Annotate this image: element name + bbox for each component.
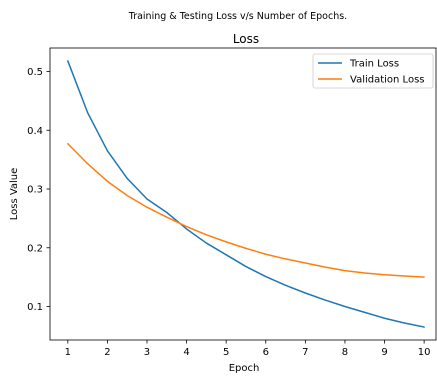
plot-area: [49, 47, 437, 341]
legend-label-validation-loss: Validation Loss: [350, 75, 425, 86]
x-tick-label: 2: [104, 347, 110, 358]
x-tick-label: 8: [342, 347, 348, 358]
x-tick-label: 7: [302, 347, 308, 358]
x-tick-label: 9: [381, 347, 387, 358]
y-tick-label: 0.3: [27, 185, 43, 196]
x-tick-label: 5: [223, 347, 229, 358]
legend-box: [312, 53, 434, 89]
plot-frame: [49, 47, 437, 341]
y-tick-label: 0.1: [27, 302, 43, 313]
figure-suptitle: Training & Testing Loss v/s Number of Ep…: [128, 11, 347, 22]
y-tick-label: 0.5: [27, 67, 43, 78]
y-tick-label: 0.4: [27, 126, 43, 137]
y-axis: 0.1 0.2 0.3 0.4 0.5: [27, 67, 50, 313]
series-layer: [67, 60, 425, 328]
y-axis-label: Loss Value: [9, 168, 20, 221]
x-tick-label: 3: [144, 347, 150, 358]
series-line-validation-loss: [67, 143, 425, 278]
x-tick-label: 10: [418, 347, 431, 358]
x-tick-label: 6: [263, 347, 269, 358]
legend-label-train-loss: Train Loss: [349, 59, 399, 70]
x-tick-label: 4: [183, 347, 189, 358]
x-axis-label: Epoch: [229, 363, 260, 374]
x-tick-label: 1: [65, 347, 71, 358]
legend: Train Loss Validation Loss: [312, 53, 434, 89]
chart-title: Loss: [233, 32, 259, 46]
x-axis: 1 2 3 4 5 6 7 8 9 10: [65, 340, 431, 358]
y-tick-label: 0.2: [27, 243, 43, 254]
series-line-train-loss: [67, 60, 425, 328]
